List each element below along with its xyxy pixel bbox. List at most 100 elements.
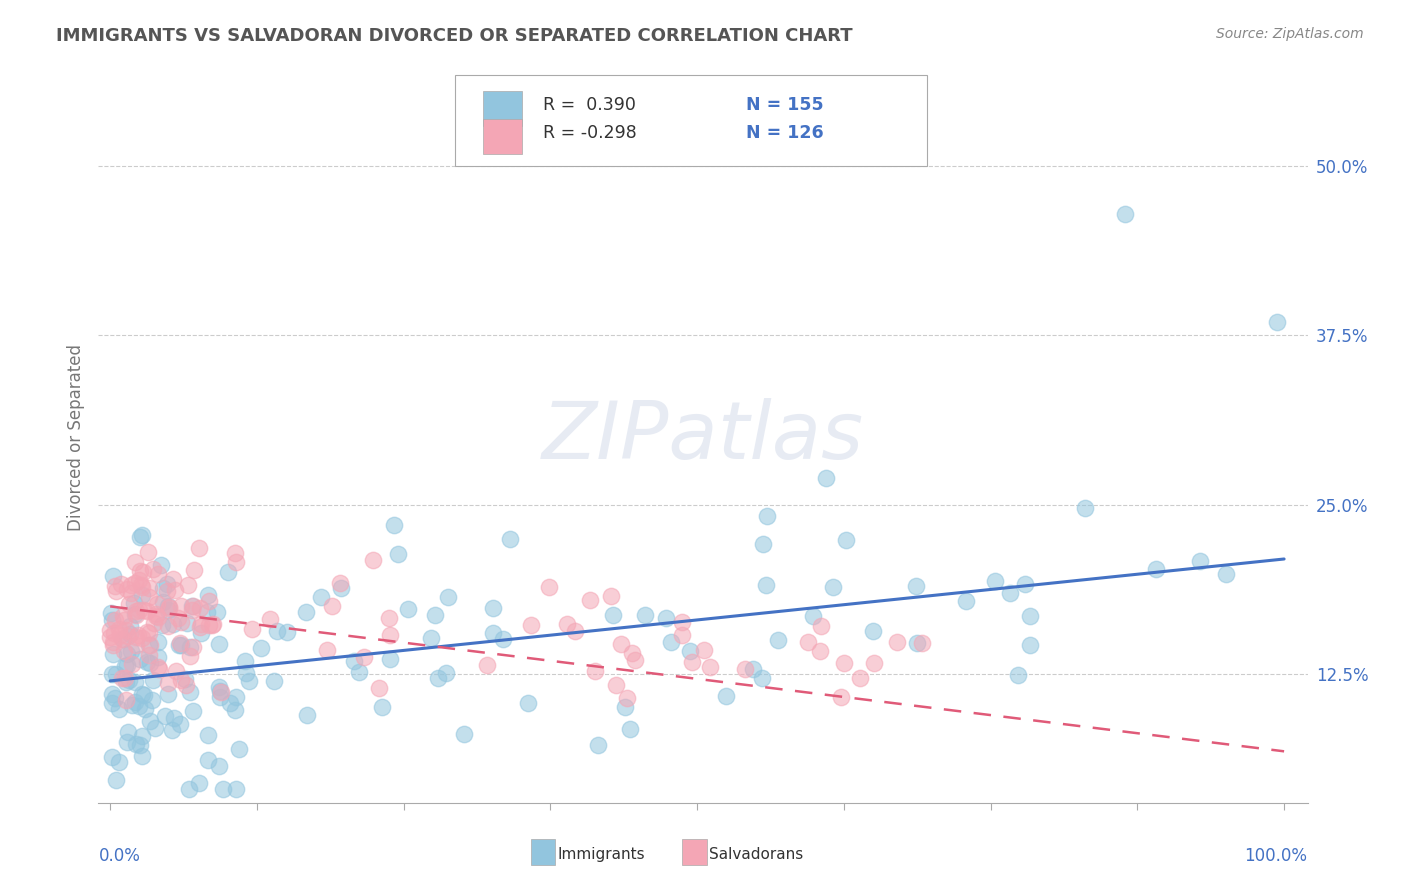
Point	[135, 624, 157, 639]
Bar	[682, 839, 707, 865]
Point	[145, 607, 167, 622]
Point	[371, 699, 394, 714]
Point	[165, 664, 187, 678]
Point	[477, 657, 499, 672]
Point	[752, 536, 775, 550]
Point	[128, 573, 150, 587]
Point	[153, 709, 176, 723]
Point	[224, 546, 246, 560]
Point	[157, 599, 180, 614]
Point	[156, 603, 179, 617]
Point	[176, 615, 198, 630]
Point	[132, 565, 155, 579]
Point	[579, 592, 602, 607]
Point	[139, 714, 162, 728]
Point	[796, 635, 818, 649]
Point	[605, 678, 627, 692]
Point	[132, 602, 155, 616]
Point	[134, 688, 156, 702]
Point	[100, 613, 122, 627]
Point	[98, 631, 121, 645]
Point	[142, 615, 165, 630]
Point	[619, 722, 641, 736]
Point	[714, 689, 737, 703]
Point	[129, 738, 152, 752]
Point	[131, 528, 153, 542]
Point	[124, 608, 146, 623]
Point	[145, 597, 167, 611]
Point	[492, 632, 515, 646]
Point	[225, 690, 247, 705]
Point	[197, 753, 219, 767]
Point	[190, 626, 212, 640]
Point	[169, 615, 191, 630]
Point	[886, 634, 908, 648]
Point	[238, 674, 260, 689]
Point	[148, 662, 170, 676]
Point	[118, 597, 141, 611]
Point	[112, 613, 135, 627]
Point	[101, 687, 124, 701]
Point	[142, 561, 165, 575]
Point	[135, 604, 157, 618]
Point	[520, 618, 543, 632]
Point	[984, 574, 1007, 589]
Point	[146, 660, 169, 674]
Point	[110, 577, 132, 591]
Point	[117, 629, 139, 643]
Point	[174, 678, 197, 692]
Point	[998, 585, 1021, 599]
Point	[115, 675, 138, 690]
Text: Source: ZipAtlas.com: Source: ZipAtlas.com	[1216, 27, 1364, 41]
Point	[555, 617, 578, 632]
Point	[679, 644, 702, 658]
Point	[108, 702, 131, 716]
Point	[156, 676, 179, 690]
Point	[165, 582, 187, 597]
Point	[167, 639, 190, 653]
Bar	[482, 91, 522, 126]
Point	[104, 690, 127, 705]
Point	[207, 638, 229, 652]
Point	[209, 685, 232, 699]
Point	[131, 631, 153, 645]
Point	[198, 618, 221, 632]
Point	[128, 699, 150, 714]
Point	[131, 748, 153, 763]
Point	[107, 622, 129, 636]
Point	[378, 651, 401, 665]
Point	[693, 643, 716, 657]
Point	[297, 708, 319, 723]
Point	[329, 576, 352, 591]
Point	[835, 533, 858, 547]
Point	[309, 590, 332, 604]
Point	[212, 782, 235, 797]
Point	[139, 638, 162, 652]
Point	[131, 730, 153, 744]
Point	[125, 737, 148, 751]
Point	[434, 665, 457, 680]
Text: N = 126: N = 126	[747, 124, 824, 142]
Point	[108, 628, 131, 642]
Point	[111, 632, 134, 646]
Point	[634, 608, 657, 623]
Point	[129, 530, 152, 544]
Point	[118, 618, 141, 632]
Point	[832, 656, 855, 670]
Point	[157, 687, 180, 701]
Point	[129, 577, 152, 591]
Point	[103, 638, 125, 652]
Point	[120, 626, 142, 640]
Text: R =  0.390: R = 0.390	[543, 96, 637, 114]
Point	[160, 723, 183, 737]
Point	[138, 581, 160, 595]
Point	[201, 616, 224, 631]
Point	[190, 617, 212, 632]
Point	[1189, 554, 1212, 568]
Point	[209, 683, 232, 698]
Point	[111, 608, 134, 623]
Point	[742, 662, 765, 676]
Point	[104, 613, 127, 627]
Point	[128, 603, 150, 617]
Point	[129, 652, 152, 666]
